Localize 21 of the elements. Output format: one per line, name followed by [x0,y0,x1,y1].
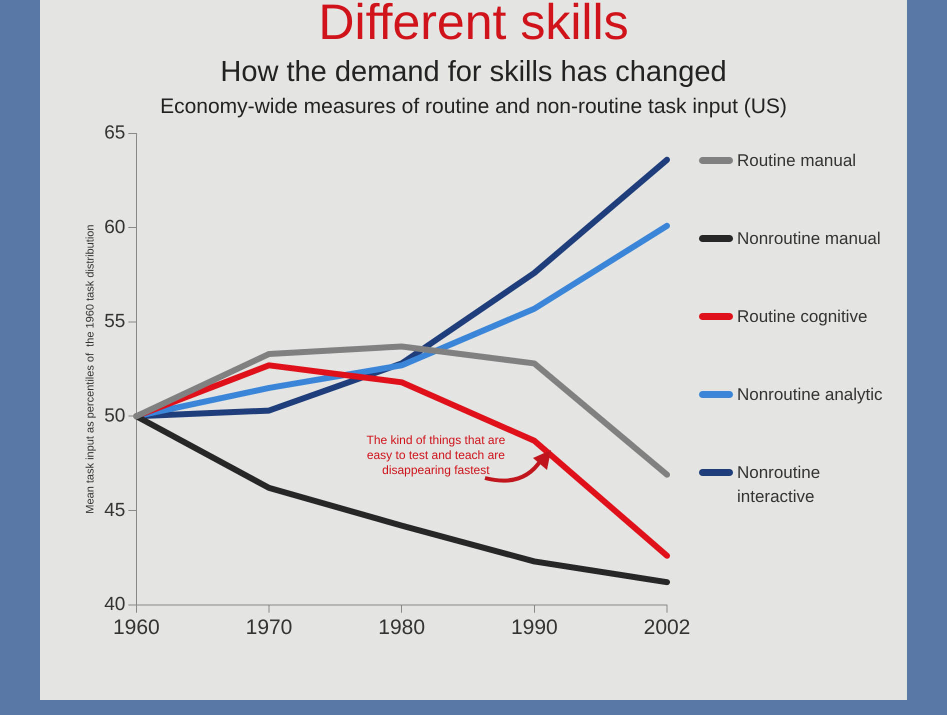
text: Economy-wide measures of routine and non-routine task input (US) [159,95,788,119]
y-tick-label: 60 [104,216,126,238]
x-tick-label: 1970 [246,616,292,640]
legend-label: Routine manual [737,150,856,172]
chart-title: Different skills [317,0,630,50]
y-tick-label: 40 [104,594,126,616]
y-tick-label: 45 [104,500,126,521]
legend-label: Nonroutine interactive [737,462,822,508]
x-tick-label: 1960 [112,616,160,640]
x-tick-label: 1990 [510,616,558,640]
x-tick-label: 1980 [378,616,426,640]
legend-label: Nonroutine manual [737,228,881,250]
legend-label: Nonroutine analytic [737,384,883,406]
annotation: The kind of things that are easy to test and teach are disappearing fastest [366,432,506,477]
chart-subtitle: How the demand for skills has changed [219,56,728,89]
x-tick-label: 2002 [644,616,690,640]
y-tick-label: 55 [104,311,126,332]
y-axis-title: Mean task input as percentiles of the 1960 task distribution [84,224,97,514]
y-tick-label: 50 [104,405,126,426]
y-tick-label: 65 [104,122,126,144]
legend-label: Routine cognitive [737,306,868,328]
